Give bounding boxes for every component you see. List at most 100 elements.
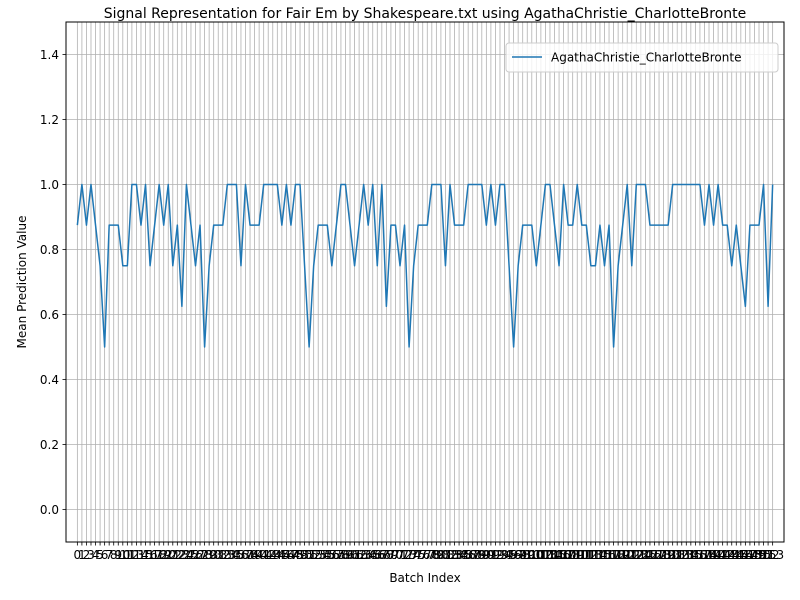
data-point [662,224,664,226]
x-tick-label: 111 [570,548,593,562]
data-point [199,224,201,226]
data-point [603,265,605,267]
y-axis-label: Mean Prediction Value [15,216,29,349]
x-tick-label: 124 [629,548,652,562]
x-tick-label: 58 [333,548,348,562]
x-tick-label: 83 [447,548,462,562]
x-tick-label: 76 [415,548,430,562]
x-tick-label: 31 [211,548,226,562]
data-point [512,346,514,348]
x-tick-label: 49 [292,548,307,562]
data-point [222,224,224,226]
data-point [631,265,633,267]
x-tick-label: 91 [483,548,498,562]
x-tick-label: 67 [374,548,389,562]
data-point [135,183,137,185]
x-tick-label: 113 [579,548,602,562]
data-point [181,305,183,307]
x-tick-label: 35 [229,548,244,562]
data-point [699,183,701,185]
data-point [499,183,501,185]
x-tick-label: 44 [270,548,285,562]
x-tick-label: 100 [520,548,543,562]
data-point [731,265,733,267]
x-tick-label: 112 [575,548,598,562]
data-point [708,183,710,185]
x-tick-label: 59 [338,548,353,562]
data-point [431,183,433,185]
x-tick-label: 54 [315,548,330,562]
data-point [376,265,378,267]
data-point [576,183,578,185]
x-tick-label: 107 [552,548,575,562]
data-point [571,224,573,226]
x-tick-label: 140 [702,548,725,562]
x-tick-label: 98 [515,548,530,562]
x-tick-label: 142 [711,548,734,562]
x-tick-label: 29 [202,548,217,562]
data-point [635,183,637,185]
x-tick-label: 106 [548,548,571,562]
data-point [235,183,237,185]
x-tick-label: 143 [716,548,739,562]
x-tick-label: 57 [329,548,344,562]
x-tick-label: 123 [625,548,648,562]
data-point [703,224,705,226]
x-tick-label: 145 [725,548,748,562]
data-point [85,224,87,226]
data-point [712,224,714,226]
data-point [294,183,296,185]
data-point [353,265,355,267]
x-tick-label: 11 [120,548,135,562]
data-point [749,224,751,226]
data-point [667,224,669,226]
x-tick-label: 95 [501,548,516,562]
data-point [76,224,78,226]
x-tick-label: 50 [297,548,312,562]
data-point [167,183,169,185]
x-tick-label: 46 [279,548,294,562]
x-tick-label: 129 [652,548,675,562]
x-tick-label: 34 [224,548,239,562]
data-point [494,224,496,226]
data-point [540,224,542,226]
data-point [467,183,469,185]
x-tick-label: 79 [429,548,444,562]
data-point [399,265,401,267]
x-tick-label: 28 [197,548,212,562]
data-point [262,183,264,185]
data-point [258,224,260,226]
x-tick-label: 70 [388,548,403,562]
y-tick-label: 0.8 [40,243,59,257]
x-tick-label: 108 [557,548,580,562]
data-point [176,224,178,226]
data-point [335,224,337,226]
x-tick-label: 82 [442,548,457,562]
x-tick-label: 39 [247,548,262,562]
data-point [535,265,537,267]
x-tick-label: 40 [251,548,266,562]
data-point [503,183,505,185]
x-tick-label: 99 [520,548,535,562]
x-tick-label: 139 [698,548,721,562]
data-point [290,224,292,226]
x-tick-label: 63 [356,548,371,562]
x-tick-label: 80 [433,548,448,562]
x-tick-label: 147 [734,548,757,562]
data-point [208,265,210,267]
data-point [322,224,324,226]
x-tick-label: 144 [720,548,743,562]
data-point [490,183,492,185]
plot-frame [65,21,785,543]
x-tick-label: 13 [129,548,144,562]
data-point [94,224,96,226]
x-tick-label: 116 [593,548,616,562]
x-tick-label: 146 [729,548,752,562]
x-tick-label: 94 [497,548,512,562]
x-tick-label: 85 [456,548,471,562]
data-point [671,183,673,185]
data-point [508,265,510,267]
data-point [621,224,623,226]
y-tick-label: 0.2 [40,438,59,452]
data-point [81,183,83,185]
